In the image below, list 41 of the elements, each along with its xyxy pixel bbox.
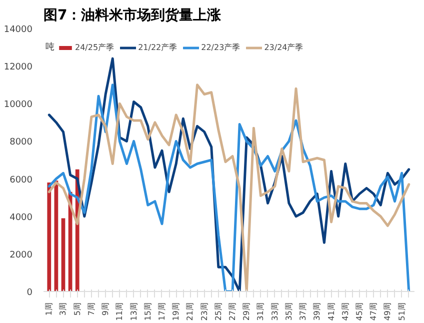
x-tick-label: 1周 — [44, 302, 54, 316]
y-tick-label: 10000 — [4, 100, 33, 110]
legend-label: 23/24产季 — [264, 42, 304, 53]
x-tick-label: 29周 — [242, 302, 252, 321]
x-tick-label: 13周 — [129, 302, 138, 321]
legend-label: 24/25产季 — [75, 42, 114, 53]
x-tick-label: 49周 — [383, 302, 392, 321]
x-tick-label: 7周 — [86, 302, 96, 316]
x-tick-label: 9周 — [101, 302, 110, 316]
legend-label: 22/23产季 — [201, 42, 240, 53]
y-tick-label: 8000 — [10, 138, 33, 148]
y-axis-title: 吨 — [46, 42, 54, 52]
x-tick-label: 15周 — [143, 302, 152, 321]
y-tick-label: 12000 — [4, 62, 33, 73]
x-tick-label: 37周 — [298, 302, 308, 321]
x-tick-label: 39周 — [312, 302, 322, 321]
y-tick-label: 4000 — [10, 212, 33, 223]
x-tick-label: 45周 — [354, 302, 364, 321]
x-tick-label: 41周 — [326, 302, 336, 321]
legend-label: 21/22产季 — [138, 42, 178, 53]
x-tick-label: 27周 — [228, 302, 238, 321]
x-tick-label: 21周 — [186, 302, 195, 321]
x-tick-label: 3周 — [58, 302, 68, 316]
x-tick-label: 17周 — [157, 302, 166, 321]
y-tick-label: 6000 — [10, 175, 33, 186]
x-tick-label: 31周 — [256, 302, 266, 321]
x-tick-label: 11周 — [115, 302, 124, 321]
x-tick-label: 51周 — [397, 302, 406, 321]
x-tick-label: 47周 — [369, 302, 378, 321]
y-tick-label: 0 — [26, 288, 33, 298]
x-tick-label: 19周 — [172, 302, 181, 321]
x-tick-label: 23周 — [200, 302, 209, 321]
y-tick-label: 14000 — [4, 25, 33, 35]
x-tick-label: 35周 — [284, 302, 294, 321]
chart-title: 图7：油料米市场到货量上涨 — [44, 6, 222, 24]
x-tick-label: 25周 — [214, 302, 223, 321]
x-tick-label: 5周 — [72, 302, 82, 316]
x-tick-label: 33周 — [270, 302, 280, 321]
y-tick-label: 2000 — [10, 250, 33, 260]
x-tick-label: 43周 — [340, 302, 350, 321]
bar — [47, 182, 52, 292]
